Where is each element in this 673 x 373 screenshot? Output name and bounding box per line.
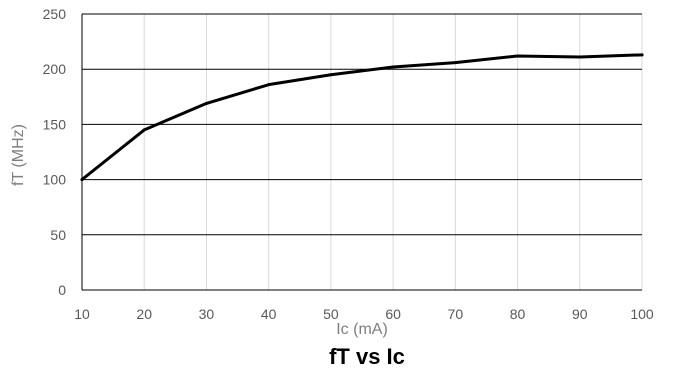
y-tick-label: 200 — [43, 61, 67, 77]
x-tick-label: 40 — [261, 306, 277, 322]
x-tick-label: 30 — [199, 306, 215, 322]
data-point — [267, 83, 271, 87]
data-point — [516, 54, 520, 58]
data-point — [391, 65, 395, 69]
x-tick-label: 60 — [385, 306, 401, 322]
x-tick-label: 70 — [448, 306, 464, 322]
y-tick-labels: 0 50 100 150 200 250 — [43, 6, 67, 298]
series-layer — [80, 53, 644, 182]
vertical-gridlines — [81, 14, 643, 290]
x-tick-label: 20 — [136, 306, 152, 322]
data-point — [142, 128, 146, 132]
x-tick-label: 10 — [74, 306, 90, 322]
y-tick-label: 100 — [43, 172, 67, 188]
chart-title: fT vs Ic — [329, 344, 405, 369]
x-tick-label: 90 — [572, 306, 588, 322]
y-tick-label: 0 — [58, 282, 66, 298]
data-point — [578, 55, 582, 59]
data-point — [204, 101, 208, 105]
x-tick-labels: 10 20 30 40 50 60 70 80 90 100 — [74, 306, 654, 322]
data-point — [80, 178, 84, 182]
y-tick-label: 250 — [43, 6, 67, 22]
data-point — [640, 53, 644, 57]
data-point — [329, 73, 333, 77]
x-tick-label: 100 — [630, 306, 654, 322]
series-line — [80, 53, 644, 182]
y-axis-label: fT (MHz) — [10, 124, 27, 186]
y-tick-label: 50 — [50, 227, 66, 243]
y-tick-label: 150 — [43, 116, 67, 132]
x-tick-label: 80 — [510, 306, 526, 322]
data-point — [453, 61, 457, 65]
x-tick-label: 50 — [323, 306, 339, 322]
x-axis-label: Ic (mA) — [336, 321, 388, 338]
